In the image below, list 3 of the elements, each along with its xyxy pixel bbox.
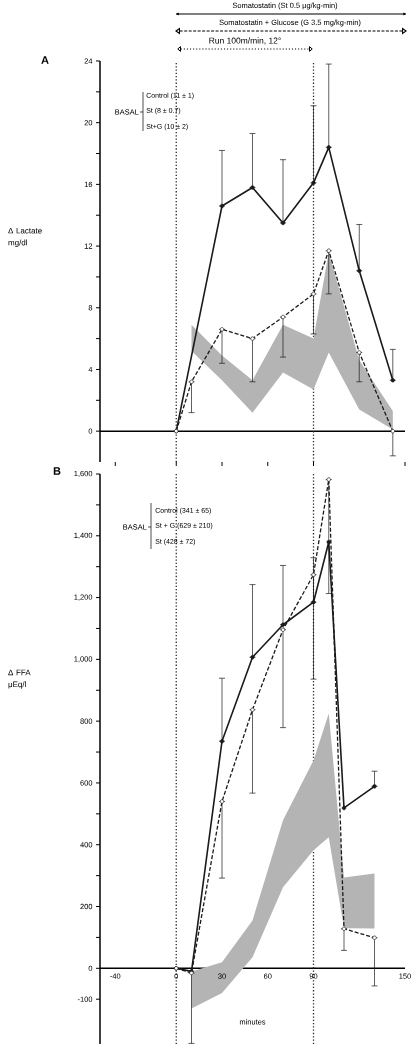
text: Run 100m/min, 12° [209, 37, 281, 45]
text: B [53, 467, 61, 475]
text: A [41, 56, 49, 64]
